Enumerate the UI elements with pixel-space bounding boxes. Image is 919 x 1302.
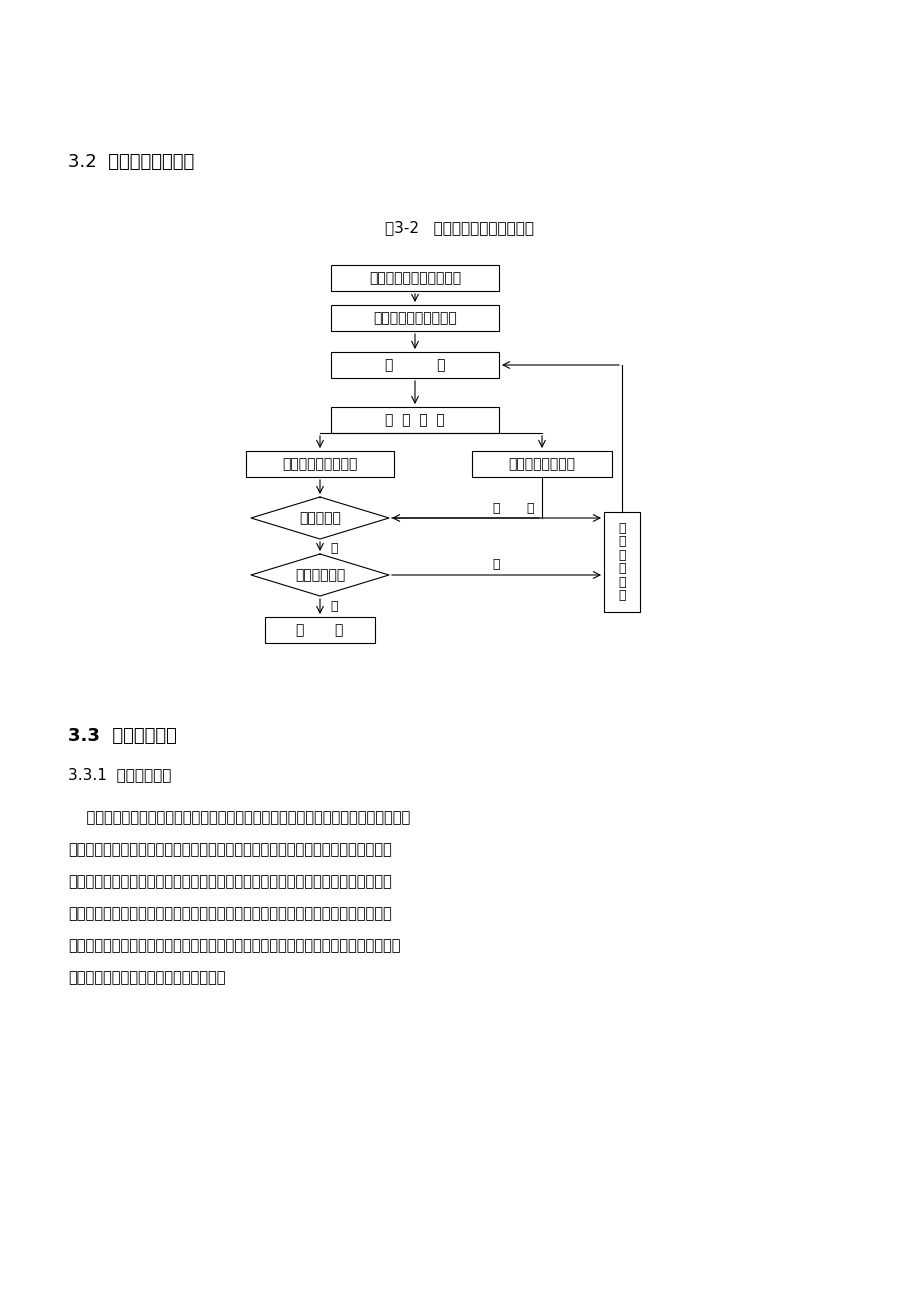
Bar: [331, 408, 498, 434]
Text: 部分。开挖工作面观察应在每次开挖后进行，及时绘制开挖工作面地质素描图、数码: 部分。开挖工作面观察应在每次开挖后进行，及时绘制开挖工作面地质素描图、数码: [68, 842, 391, 858]
Text: 修
改
支
护
参
数: 修 改 支 护 参 数: [618, 522, 625, 603]
Text: 施          工: 施 工: [384, 358, 445, 372]
Bar: [331, 352, 498, 378]
Bar: [604, 512, 640, 612]
Text: 监  控  量  测: 监 控 量 测: [385, 413, 445, 427]
Text: 否: 否: [493, 501, 500, 514]
Bar: [265, 617, 375, 643]
Text: 图3-2   监控量测施工工艺流程图: 图3-2 监控量测施工工艺流程图: [385, 220, 534, 236]
Text: 监控量测数据处理: 监控量测数据处理: [508, 457, 575, 471]
Text: 否: 否: [526, 501, 533, 514]
Bar: [331, 266, 498, 292]
Bar: [245, 450, 393, 477]
Text: 分析、研究地质勘测资料: 分析、研究地质勘测资料: [369, 271, 460, 285]
Text: 同时还应对地面建（构）筑物进行观察。: 同时还应对地面建（构）筑物进行观察。: [68, 970, 225, 986]
Bar: [471, 450, 611, 477]
Text: 否: 否: [493, 559, 500, 572]
Text: 记录喷射混凝土、锚杆、钢架变形和二次衬砌等的工作状态。洞外观察重点在洞口段: 记录喷射混凝土、锚杆、钢架变形和二次衬砌等的工作状态。洞外观察重点在洞口段: [68, 906, 391, 922]
Text: 成像，填写开挖工作面地质状况记录表，并于勘察资料进行对比。已施工地段观察应: 成像，填写开挖工作面地质状况记录表，并于勘察资料进行对比。已施工地段观察应: [68, 875, 391, 889]
Text: 施工是否完成: 施工是否完成: [295, 568, 345, 582]
Text: 制定监控量测实施方案: 制定监控量测实施方案: [373, 311, 457, 326]
Bar: [331, 305, 498, 331]
Text: 是: 是: [330, 543, 337, 556]
Text: 是: 是: [330, 599, 337, 612]
Text: 3.3  监控量测方法: 3.3 监控量测方法: [68, 727, 176, 745]
Text: 稳定性判断: 稳定性判断: [299, 510, 341, 525]
Text: 结       束: 结 束: [296, 622, 344, 637]
Text: 3.2  监控量测施工工艺: 3.2 监控量测施工工艺: [68, 154, 194, 171]
Text: 开挖工作面状态评价: 开挖工作面状态评价: [282, 457, 357, 471]
Text: 施工过程中应进行洞内、外观察。洞内观察可分开挖工作面观察和已施工地段观察两: 施工过程中应进行洞内、外观察。洞内观察可分开挖工作面观察和已施工地段观察两: [68, 811, 410, 825]
Text: 3.3.1  洞内、外观察: 3.3.1 洞内、外观察: [68, 767, 171, 783]
Text: 和洞身浅埋段，记录地表开裂、地表变形、边坡及仰坡稳定状态、地表水渗漏情况等，: 和洞身浅埋段，记录地表开裂、地表变形、边坡及仰坡稳定状态、地表水渗漏情况等，: [68, 939, 400, 953]
